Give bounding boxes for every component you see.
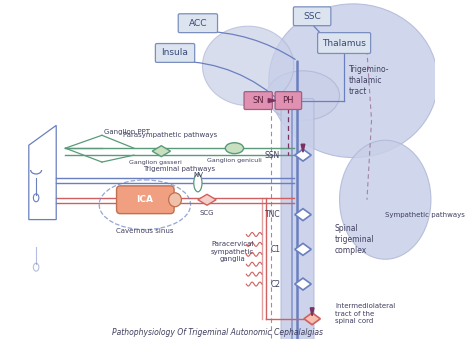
FancyBboxPatch shape xyxy=(275,92,301,109)
Polygon shape xyxy=(304,313,320,325)
Ellipse shape xyxy=(225,143,244,154)
Ellipse shape xyxy=(339,140,431,259)
FancyBboxPatch shape xyxy=(155,44,195,62)
Text: Parasympathetic pathways: Parasympathetic pathways xyxy=(123,132,218,138)
Polygon shape xyxy=(268,99,275,103)
Text: SSN: SSN xyxy=(265,151,280,159)
Text: SSC: SSC xyxy=(303,12,321,21)
Text: Trigemino-
thalamic
tract: Trigemino- thalamic tract xyxy=(349,65,389,96)
Text: C1: C1 xyxy=(270,245,280,254)
Ellipse shape xyxy=(269,4,438,158)
FancyBboxPatch shape xyxy=(244,92,273,109)
Text: TNC: TNC xyxy=(264,210,280,219)
Text: ICA: ICA xyxy=(137,195,154,204)
Ellipse shape xyxy=(202,26,294,105)
Text: Spinal
trigeminal
complex: Spinal trigeminal complex xyxy=(335,224,374,255)
Circle shape xyxy=(169,193,182,207)
FancyBboxPatch shape xyxy=(281,99,314,340)
Polygon shape xyxy=(295,278,311,290)
Polygon shape xyxy=(295,243,311,255)
Text: Intermediolateral
tract of the
spinal cord: Intermediolateral tract of the spinal co… xyxy=(335,303,395,324)
Text: SCG: SCG xyxy=(200,210,214,216)
Text: Thalamus: Thalamus xyxy=(322,38,366,48)
Polygon shape xyxy=(295,209,311,221)
Text: SN: SN xyxy=(252,96,264,105)
Text: C2: C2 xyxy=(270,279,280,289)
FancyBboxPatch shape xyxy=(293,7,331,26)
Polygon shape xyxy=(310,308,314,316)
Text: Paracervical
sympathetic
ganglia: Paracervical sympathetic ganglia xyxy=(211,241,254,262)
Ellipse shape xyxy=(266,71,339,120)
Text: ACC: ACC xyxy=(189,19,207,28)
Text: Ganglion gasseri: Ganglion gasseri xyxy=(128,160,181,165)
Ellipse shape xyxy=(194,174,202,192)
Text: PH: PH xyxy=(283,96,294,105)
FancyBboxPatch shape xyxy=(318,33,371,53)
Polygon shape xyxy=(198,194,216,205)
Text: Pathophysiology Of Trigeminal Autonomic Cephalalgias: Pathophysiology Of Trigeminal Autonomic … xyxy=(112,328,323,337)
Polygon shape xyxy=(152,146,171,157)
FancyBboxPatch shape xyxy=(117,186,174,214)
Polygon shape xyxy=(301,144,305,152)
FancyBboxPatch shape xyxy=(178,14,218,33)
Text: NV: NV xyxy=(193,172,203,178)
Text: Cavernous sinus: Cavernous sinus xyxy=(116,227,173,234)
Text: Ganglion PPT: Ganglion PPT xyxy=(104,129,150,135)
Text: Ganglion geniculi: Ganglion geniculi xyxy=(207,158,262,163)
Text: Sympathetic pathways: Sympathetic pathways xyxy=(385,211,465,218)
Polygon shape xyxy=(295,149,311,161)
Text: Insula: Insula xyxy=(162,49,189,57)
Text: Trigeminal pathways: Trigeminal pathways xyxy=(144,166,216,172)
